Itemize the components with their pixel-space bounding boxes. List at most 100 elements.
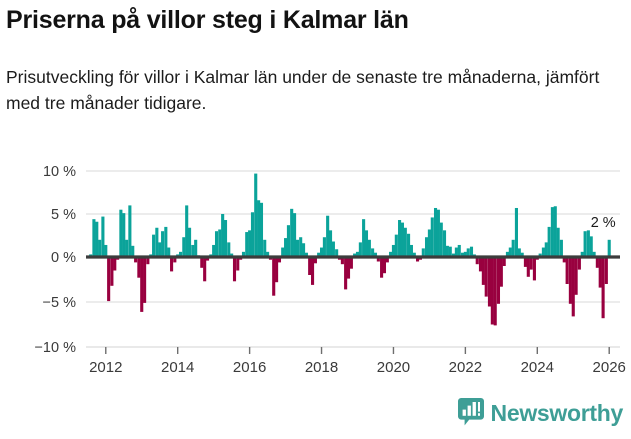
bar [580,251,584,257]
bar [232,257,237,282]
bar [391,244,395,257]
bar [173,257,177,263]
x-tick-label: 2020 [377,359,410,376]
bar [367,239,371,257]
bar [520,252,524,257]
bar [349,257,353,269]
bar [322,237,326,257]
bar [481,257,485,285]
bar [214,231,219,257]
bar [469,246,474,257]
bar [403,227,407,257]
bar [451,253,456,257]
bar [475,257,479,265]
bar [331,241,335,257]
bar [574,257,578,295]
x-tick-label: 2016 [233,359,266,376]
bars-group [89,173,611,326]
bar [380,257,384,278]
bar [457,244,461,257]
bar [128,205,132,257]
bar [205,257,210,261]
bar [275,257,279,283]
bar [364,230,369,257]
bar [293,213,297,257]
bar [538,253,542,257]
bar [302,243,306,257]
bar [448,246,452,257]
newsworthy-logo[interactable]: Newsworthy [457,398,624,428]
bar [104,244,108,257]
last-value-annotation: 2 % [591,215,616,231]
bar [170,257,174,272]
bar-chart: 10 % 5 % 0 % −5 % −10 % 2012 2014 2016 2018 2020… [0,155,631,385]
y-tick-label: 10 % [43,164,76,180]
bar [281,247,285,257]
bar [203,257,207,282]
bar [212,244,216,257]
page-subtitle: Prisutveckling för villor i Kalmar län u… [6,67,600,113]
y-tick-label: −5 % [43,295,77,311]
bar [221,214,225,257]
bar [556,227,560,257]
bar [326,215,330,257]
bar [230,253,234,257]
bar [496,257,501,304]
bar [254,173,258,257]
bar [398,220,402,257]
bar [499,257,503,287]
bar [526,257,530,277]
bar [553,206,557,257]
bar-chart-speech-bubble-icon [457,398,484,426]
bar [263,239,267,257]
bar [227,242,231,257]
newsworthy-wordmark: Newsworthy [490,400,624,426]
x-tick-label: 2014 [161,359,194,376]
bar [544,242,548,257]
bar [559,239,563,257]
gridlines [86,170,620,348]
bar [484,257,488,297]
x-axis-ticks: 2012 2014 2016 2018 2020 2022 2024 2026 [86,346,626,376]
bar [595,257,599,268]
bar [95,221,99,257]
bar [529,257,533,270]
chart-svg: 10 % 5 % 0 % −5 % −10 % 2012 2014 2016 2018 2020… [34,164,626,376]
bar [508,247,512,257]
x-tick-label: 2012 [89,359,122,376]
bar [493,257,497,326]
bar [295,239,299,257]
bar [550,207,554,257]
bar [257,200,261,257]
bar [236,257,240,271]
bar [362,219,366,257]
bar [394,234,398,257]
bar [514,207,518,257]
bar [407,233,411,257]
bar [328,230,333,257]
bar [400,222,404,257]
bar [191,244,195,257]
bar [571,257,575,317]
bar [194,239,198,257]
y-tick-label: 0 % [51,250,76,266]
bar [436,209,440,257]
bar [308,257,312,275]
bar [125,239,129,257]
bar [200,257,204,268]
bar [505,251,509,257]
bar [155,227,159,257]
bar [98,239,102,257]
bar [442,230,447,257]
bar [311,257,315,285]
bar [517,248,521,257]
bar [427,229,431,257]
bar [272,257,276,296]
bar [131,245,135,257]
bar [188,227,192,257]
bar [604,257,608,284]
bar [277,257,282,263]
bar [586,230,590,257]
bar [158,242,162,257]
last-value-label: 2 % [591,215,616,231]
